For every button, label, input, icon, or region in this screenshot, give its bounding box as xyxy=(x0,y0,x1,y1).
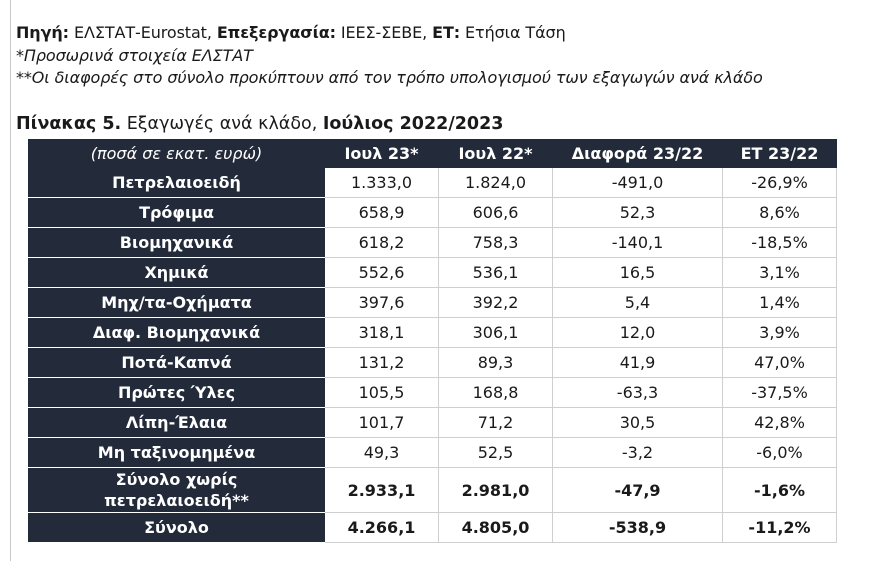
subtotal-row: Σύνολο χωρίς πετρελαιοειδή** 2.933,1 2.98… xyxy=(28,467,837,513)
cell-jul-22: 89,3 xyxy=(438,347,553,378)
cell-annual-trend: 8,6% xyxy=(722,197,837,228)
source-notes: Πηγή: ΕΛΣΤΑΤ-Eurostat, Επεξεργασία: ΙΕΕΣ… xyxy=(16,22,763,90)
row-label: Λίπη-Έλαια xyxy=(28,407,325,438)
cell-annual-trend: 1,4% xyxy=(722,287,837,318)
cell-jul-22: 52,5 xyxy=(438,437,553,468)
cell-jul-22: 306,1 xyxy=(438,317,553,348)
cell-jul-22: 1.824,0 xyxy=(438,167,553,198)
header-jul-23: Ιουλ 23* xyxy=(324,139,439,168)
table-row: Τρόφιμα 658,9 606,6 52,3 8,6% xyxy=(28,197,837,228)
cell-jul-23: 2.933,1 xyxy=(324,467,439,513)
cell-annual-trend: 3,9% xyxy=(722,317,837,348)
cell-annual-trend: 47,0% xyxy=(722,347,837,378)
cell-annual-trend: 42,8% xyxy=(722,407,837,438)
cell-annual-trend: -37,5% xyxy=(722,377,837,408)
cell-jul-22: 536,1 xyxy=(438,257,553,288)
subtotal-label-line2: πετρελαιοειδή** xyxy=(104,491,249,510)
cell-jul-23: 552,6 xyxy=(324,257,439,288)
row-label: Διαφ. Βιομηχανικά xyxy=(28,317,325,348)
table-caption: Εξαγωγές ανά κλάδο, xyxy=(121,114,323,134)
cell-jul-22: 758,3 xyxy=(438,227,553,258)
cell-difference: 41,9 xyxy=(552,347,723,378)
cell-difference: -63,3 xyxy=(552,377,723,408)
table-row: Μηχ/τα-Οχήματα 397,6 392,2 5,4 1,4% xyxy=(28,287,837,318)
cell-jul-22: 606,6 xyxy=(438,197,553,228)
cell-difference: -538,9 xyxy=(552,512,723,543)
cell-annual-trend: -18,5% xyxy=(722,227,837,258)
cell-annual-trend: -26,9% xyxy=(722,167,837,198)
row-label: Πετρελαιοειδή xyxy=(28,167,325,198)
cell-jul-22: 168,8 xyxy=(438,377,553,408)
table-row: Χημικά 552,6 536,1 16,5 3,1% xyxy=(28,257,837,288)
source-line: Πηγή: ΕΛΣΤΑΤ-Eurostat, Επεξεργασία: ΙΕΕΣ… xyxy=(16,22,763,45)
header-unit: (ποσά σε εκατ. ευρώ) xyxy=(28,139,325,168)
table-row: Βιομηχανικά 618,2 758,3 -140,1 -18,5% xyxy=(28,227,837,258)
cell-annual-trend: -1,6% xyxy=(722,467,837,513)
source-value: ΕΛΣΤΑΤ-Eurostat, xyxy=(68,23,217,42)
cell-annual-trend: 3,1% xyxy=(722,257,837,288)
footnote-provisional: *Προσωρινά στοιχεία ΕΛΣΤΑΤ xyxy=(16,45,253,65)
cell-jul-23: 318,1 xyxy=(324,317,439,348)
row-label: Βιομηχανικά xyxy=(28,227,325,258)
cell-difference: 30,5 xyxy=(552,407,723,438)
table-row: Διαφ. Βιομηχανικά 318,1 306,1 12,0 3,9% xyxy=(28,317,837,348)
subtotal-label-line1: Σύνολο χωρίς xyxy=(115,470,238,489)
cell-jul-23: 4.266,1 xyxy=(324,512,439,543)
cell-jul-22: 392,2 xyxy=(438,287,553,318)
total-row: Σύνολο 4.266,1 4.805,0 -538,9 -11,2% xyxy=(28,512,837,543)
cell-difference: -3,2 xyxy=(552,437,723,468)
cell-jul-23: 658,9 xyxy=(324,197,439,228)
cell-difference: 12,0 xyxy=(552,317,723,348)
cell-jul-22: 71,2 xyxy=(438,407,553,438)
row-label: Ποτά-Καπνά xyxy=(28,347,325,378)
et-value: Ετήσια Τάση xyxy=(460,23,566,42)
table-number: Πίνακας 5. xyxy=(16,114,122,134)
cell-jul-23: 131,2 xyxy=(324,347,439,378)
cell-annual-trend: -6,0% xyxy=(722,437,837,468)
table-title: Πίνακας 5. Εξαγωγές ανά κλάδο, Ιούλιος 2… xyxy=(16,114,503,134)
processing-value: ΙΕΕΣ-ΣΕΒΕ, xyxy=(335,23,433,42)
cell-jul-22: 4.805,0 xyxy=(438,512,553,543)
header-annual-trend: ΕΤ 23/22 xyxy=(722,139,837,168)
cell-jul-23: 618,2 xyxy=(324,227,439,258)
row-label: Πρώτες Ύλες xyxy=(28,377,325,408)
et-label: ΕΤ: xyxy=(432,23,461,42)
cell-jul-23: 105,5 xyxy=(324,377,439,408)
table-row: Πρώτες Ύλες 105,5 168,8 -63,3 -37,5% xyxy=(28,377,837,408)
cell-annual-trend: -11,2% xyxy=(722,512,837,543)
table-row: Ποτά-Καπνά 131,2 89,3 41,9 47,0% xyxy=(28,347,837,378)
row-label: Μηχ/τα-Οχήματα xyxy=(28,287,325,318)
exports-by-sector-table: (ποσά σε εκατ. ευρώ) Ιουλ 23* Ιουλ 22* Δ… xyxy=(28,139,837,543)
table-row: Πετρελαιοειδή 1.333,0 1.824,0 -491,0 -26,9% xyxy=(28,167,837,198)
footnote-totals: **Οι διαφορές στο σύνολο προκύπτουν από … xyxy=(16,68,763,87)
row-label: Σύνολο χωρίς πετρελαιοειδή** xyxy=(28,467,325,513)
table-period: Ιούλιος 2022/2023 xyxy=(322,114,504,134)
cell-difference: 16,5 xyxy=(552,257,723,288)
row-label: Τρόφιμα xyxy=(28,197,325,228)
cell-difference: 5,4 xyxy=(552,287,723,318)
cell-difference: -47,9 xyxy=(552,467,723,513)
cell-jul-23: 101,7 xyxy=(324,407,439,438)
table-header-row: (ποσά σε εκατ. ευρώ) Ιουλ 23* Ιουλ 22* Δ… xyxy=(28,139,837,168)
row-label: Μη ταξινομημένα xyxy=(28,437,325,468)
row-label: Σύνολο xyxy=(28,512,325,543)
row-label: Χημικά xyxy=(28,257,325,288)
cell-difference: -140,1 xyxy=(552,227,723,258)
cell-jul-23: 49,3 xyxy=(324,437,439,468)
header-jul-22: Ιουλ 22* xyxy=(438,139,553,168)
cell-jul-23: 1.333,0 xyxy=(324,167,439,198)
header-difference: Διαφορά 23/22 xyxy=(552,139,723,168)
table-row: Λίπη-Έλαια 101,7 71,2 30,5 42,8% xyxy=(28,407,837,438)
table-row: Μη ταξινομημένα 49,3 52,5 -3,2 -6,0% xyxy=(28,437,837,468)
cell-jul-23: 397,6 xyxy=(324,287,439,318)
cell-jul-22: 2.981,0 xyxy=(438,467,553,513)
left-margin-rule xyxy=(10,0,11,561)
cell-difference: 52,3 xyxy=(552,197,723,228)
cell-difference: -491,0 xyxy=(552,167,723,198)
source-label: Πηγή: xyxy=(16,23,69,42)
processing-label: Επεξεργασία: xyxy=(216,23,336,42)
